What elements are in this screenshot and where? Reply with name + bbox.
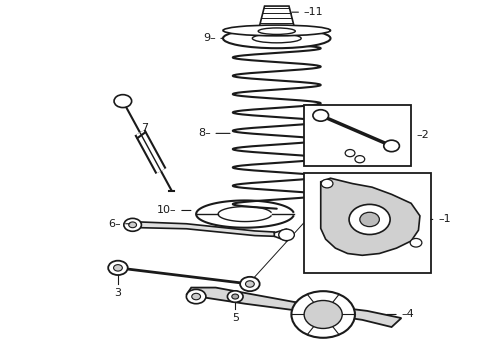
Circle shape [313,110,329,121]
Text: –4: –4 [401,310,414,319]
Circle shape [349,204,390,234]
Text: 3: 3 [115,288,122,298]
Circle shape [232,294,239,299]
Text: –2: –2 [416,130,429,140]
Polygon shape [258,6,295,31]
Circle shape [108,261,128,275]
Polygon shape [321,178,420,255]
Text: 8–: 8– [198,129,211,138]
Polygon shape [186,288,401,327]
Circle shape [321,179,333,188]
Ellipse shape [258,28,295,35]
Circle shape [186,289,206,304]
Circle shape [410,238,422,247]
Text: 6–: 6– [108,219,121,229]
Ellipse shape [252,34,301,43]
Ellipse shape [223,28,331,48]
Circle shape [192,293,200,300]
Circle shape [227,291,243,302]
Bar [304,105,411,166]
Polygon shape [140,222,274,236]
Text: 5: 5 [232,313,239,323]
Text: 10–: 10– [157,206,176,216]
Circle shape [124,219,142,231]
Text: 9–: 9– [203,33,216,43]
Text: –1: –1 [438,215,451,224]
Text: 7: 7 [141,123,148,133]
Circle shape [240,277,260,291]
Circle shape [355,156,365,163]
Bar [304,173,431,273]
Circle shape [114,95,132,108]
Circle shape [292,291,355,338]
Circle shape [279,229,294,240]
Circle shape [345,149,355,157]
Circle shape [360,212,379,226]
Circle shape [245,281,254,287]
Circle shape [384,140,399,152]
Circle shape [304,301,342,328]
Circle shape [114,265,122,271]
Text: –11: –11 [304,7,323,17]
Ellipse shape [223,25,331,36]
Circle shape [129,222,137,228]
